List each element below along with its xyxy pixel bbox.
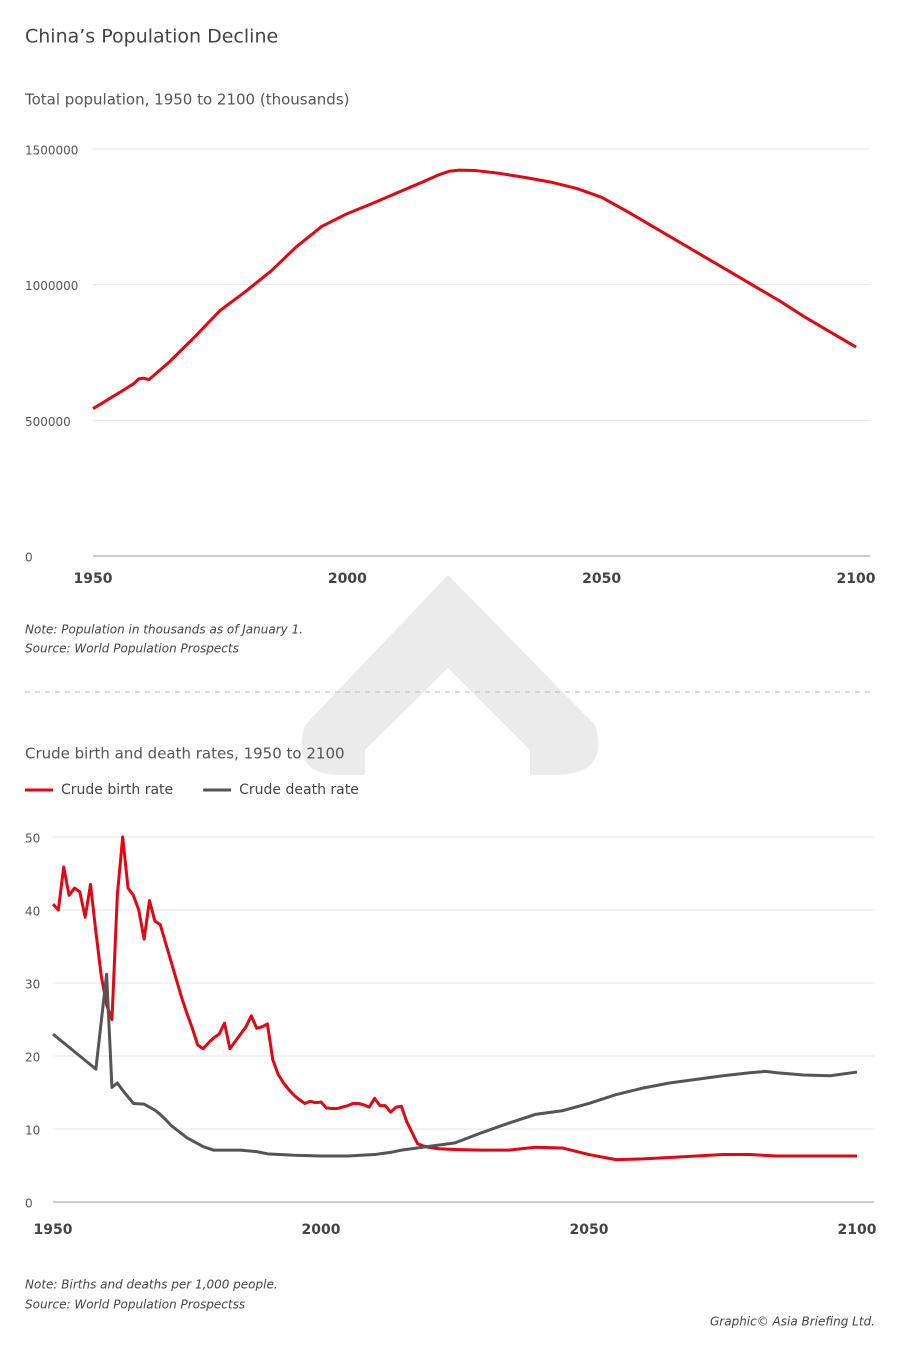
- y-tick-label: 0: [25, 551, 33, 565]
- page-title: China’s Population Decline: [25, 26, 278, 48]
- y-tick-label: 20: [25, 1051, 40, 1065]
- data-line: [92, 168, 857, 410]
- y-tick-label: 10: [25, 1124, 40, 1138]
- chart-source: Source: World Population Prospectss: [25, 1298, 245, 1312]
- x-tick-label: 2000: [328, 571, 367, 587]
- chart-note: Note: Population in thousands as of Janu…: [25, 623, 303, 637]
- y-tick-label: 30: [25, 978, 40, 992]
- y-tick-label: 1500000: [25, 144, 78, 158]
- y-tick-label: 1000000: [25, 279, 78, 293]
- x-tick-label: 1950: [34, 1222, 73, 1238]
- y-tick-label: 0: [25, 1197, 33, 1211]
- x-tick-label: 2100: [838, 1222, 877, 1238]
- legend-label: Crude death rate: [239, 782, 359, 798]
- y-tick-label: 50: [25, 832, 40, 846]
- x-tick-label: 1950: [74, 571, 113, 587]
- data-line: [51, 835, 857, 1162]
- y-tick-label: 40: [25, 905, 40, 919]
- credit: Graphic© Asia Briefing Ltd.: [710, 1315, 875, 1329]
- chart-note: Note: Births and deaths per 1,000 people…: [25, 1278, 278, 1292]
- x-tick-label: 2050: [570, 1222, 609, 1238]
- chart-title: Crude birth and death rates, 1950 to 210…: [25, 745, 345, 763]
- watermark-logo: [301, 575, 599, 775]
- chart-source: Source: World Population Prospects: [25, 642, 239, 656]
- x-tick-label: 2000: [302, 1222, 341, 1238]
- legend-label: Crude birth rate: [61, 782, 173, 798]
- y-tick-label: 500000: [25, 415, 71, 429]
- data-line: [52, 972, 858, 1158]
- chart-title: Total population, 1950 to 2100 (thousand…: [24, 91, 350, 109]
- x-tick-label: 2050: [582, 571, 621, 587]
- x-tick-label: 2100: [837, 571, 876, 587]
